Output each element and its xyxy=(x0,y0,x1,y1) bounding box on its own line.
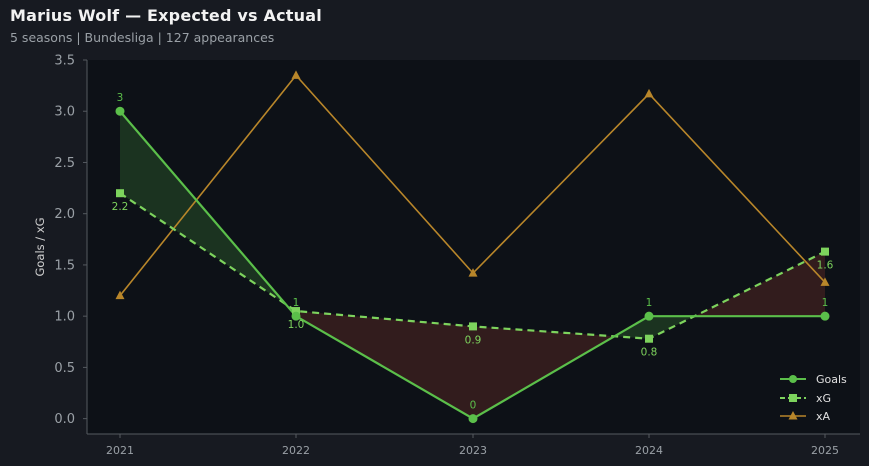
xa-point xyxy=(291,70,301,79)
y-tick-label: 0.0 xyxy=(54,412,75,427)
xg-point xyxy=(292,307,300,316)
goals-data-label: 1 xyxy=(293,297,300,309)
xa-point xyxy=(115,290,125,300)
goals-data-label: 0 xyxy=(470,400,477,412)
xa-point xyxy=(468,268,478,277)
x-tick-label: 2024 xyxy=(635,444,663,457)
legend-xa-marker xyxy=(788,411,798,420)
legend-goals-marker xyxy=(789,375,797,383)
y-tick-label: 1.0 xyxy=(54,310,75,325)
xg-data-label: 1.6 xyxy=(817,260,834,272)
legend-xa-label: xA xyxy=(816,410,831,423)
xg-point xyxy=(821,247,829,256)
y-tick-label: 3.0 xyxy=(54,105,75,120)
goals-point xyxy=(291,311,301,321)
legend-goals-label: Goals xyxy=(816,373,847,386)
xg-point xyxy=(469,322,477,331)
xg-data-label: 2.2 xyxy=(112,201,129,213)
xg-point xyxy=(645,334,653,343)
x-tick-label: 2021 xyxy=(106,444,134,457)
goals-data-label: 3 xyxy=(117,92,124,104)
goals-point xyxy=(468,414,478,424)
x-tick-label: 2022 xyxy=(282,444,310,457)
goals-point xyxy=(820,311,830,321)
y-tick-label: 3.5 xyxy=(54,54,75,69)
x-tick-label: 2023 xyxy=(459,444,487,457)
legend-xg-label: xG xyxy=(816,392,831,405)
y-tick-label: 2.5 xyxy=(54,156,75,171)
goals-point xyxy=(644,311,654,321)
underperformance-area xyxy=(296,311,473,419)
goals-point xyxy=(115,106,125,116)
underperformance-area xyxy=(473,326,615,419)
goals-data-label: 1 xyxy=(646,297,653,309)
xg-data-label: 0.8 xyxy=(641,347,658,359)
x-tick-label: 2025 xyxy=(811,444,839,457)
y-axis-label: Goals / xG xyxy=(33,217,47,276)
chart-subtitle: 5 seasons | Bundesliga | 127 appearances xyxy=(10,30,275,45)
xg-data-label: 1.0 xyxy=(288,319,305,331)
xg-point xyxy=(116,189,124,198)
y-tick-label: 2.0 xyxy=(54,207,75,222)
legend-xg-marker xyxy=(789,394,797,402)
xg-data-label: 0.9 xyxy=(465,334,482,346)
y-tick-label: 0.5 xyxy=(54,361,75,376)
goals-data-label: 1 xyxy=(822,297,829,309)
xa-point xyxy=(820,277,830,286)
xa-point xyxy=(644,88,654,98)
chart-title: Marius Wolf — Expected vs Actual xyxy=(10,6,322,25)
y-tick-label: 1.5 xyxy=(54,258,75,273)
